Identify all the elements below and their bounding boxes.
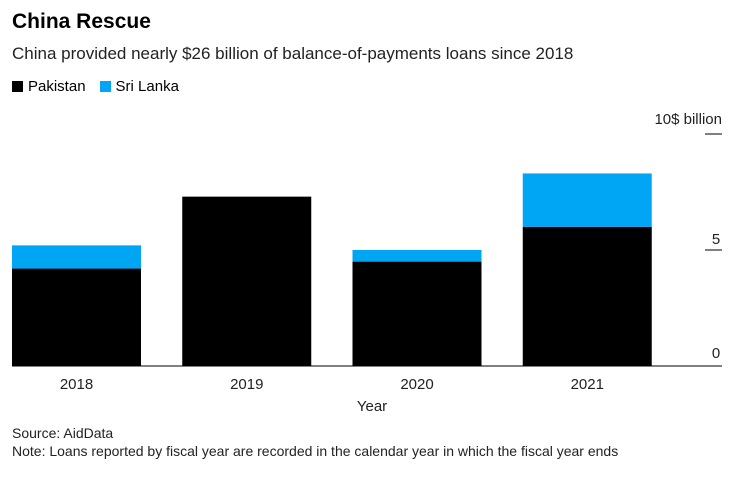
bar-pakistan-2018 [12, 268, 141, 366]
chart-subtitle: China provided nearly $26 billion of bal… [12, 44, 574, 63]
legend-item-sri-lanka: Sri Lanka [99, 78, 179, 95]
legend-swatch-pakistan [12, 81, 23, 92]
bar-pakistan-2019 [182, 196, 312, 366]
legend-item-pakistan: Pakistan [12, 78, 86, 95]
legend-label-sri-lanka: Sri Lanka [115, 78, 179, 95]
y-axis-unit-label: 10$ billion [654, 111, 722, 128]
bar-sri-lanka-2018 [12, 245, 141, 269]
y-tick-label-0: 0 [712, 345, 720, 362]
chart-title: China Rescue [12, 10, 151, 33]
x-tick-label-2018: 2018 [60, 376, 93, 393]
x-axis-title: Year [357, 398, 387, 415]
bar-sri-lanka-2020 [352, 250, 482, 262]
legend-swatch-sri-lanka [99, 81, 111, 92]
bar-pakistan-2020 [352, 261, 482, 366]
footnote: Note: Loans reported by fiscal year are … [12, 443, 619, 459]
legend-label-pakistan: Pakistan [28, 78, 86, 95]
x-tick-label-2021: 2021 [571, 376, 604, 393]
bar-sri-lanka-2021 [522, 173, 652, 227]
legend: Pakistan Sri Lanka [12, 78, 193, 95]
x-tick-label-2020: 2020 [400, 376, 433, 393]
x-tick-label-2019: 2019 [230, 376, 263, 393]
y-tick-label-5: 5 [712, 231, 720, 248]
bar-pakistan-2021 [522, 226, 652, 366]
source-note: Source: AidData [12, 425, 114, 441]
